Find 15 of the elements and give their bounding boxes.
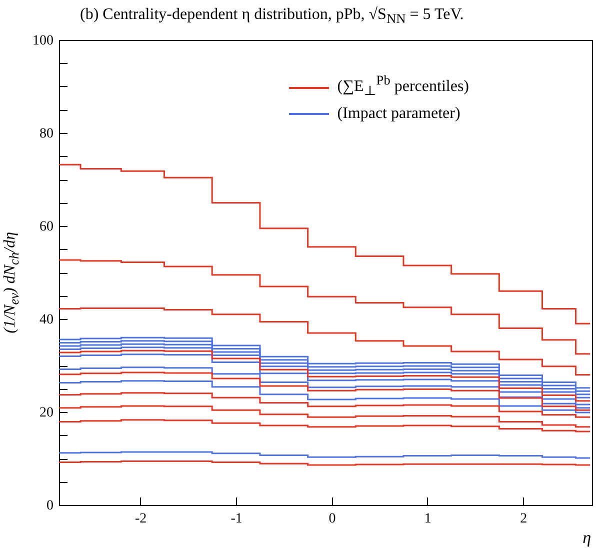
- legend-label: (∑E$_{⊥}$$^{Pb}$ percentiles): [337, 73, 469, 99]
- x-tick-label: 0: [328, 512, 336, 526]
- x-tick-label: 2: [520, 512, 528, 526]
- y-tick-label: 100: [32, 34, 54, 48]
- y-tick-label: 60: [40, 220, 54, 234]
- x-axis-title: η: [582, 528, 591, 548]
- legend-label: (Impact parameter): [337, 104, 460, 122]
- x-tick-label: -1: [230, 512, 242, 526]
- y-tick-label: 40: [40, 312, 54, 328]
- x-tick-label: -2: [135, 512, 147, 526]
- y-tick-label: 20: [40, 406, 54, 420]
- y-tick-label: 80: [40, 126, 54, 142]
- y-tick-label: 0: [46, 498, 54, 514]
- x-tick-label: 1: [424, 512, 432, 526]
- chart-title: (b) Centrality-dependent η distribution, pPb, √S$_{NN}$ = 5 TeV.: [80, 6, 464, 28]
